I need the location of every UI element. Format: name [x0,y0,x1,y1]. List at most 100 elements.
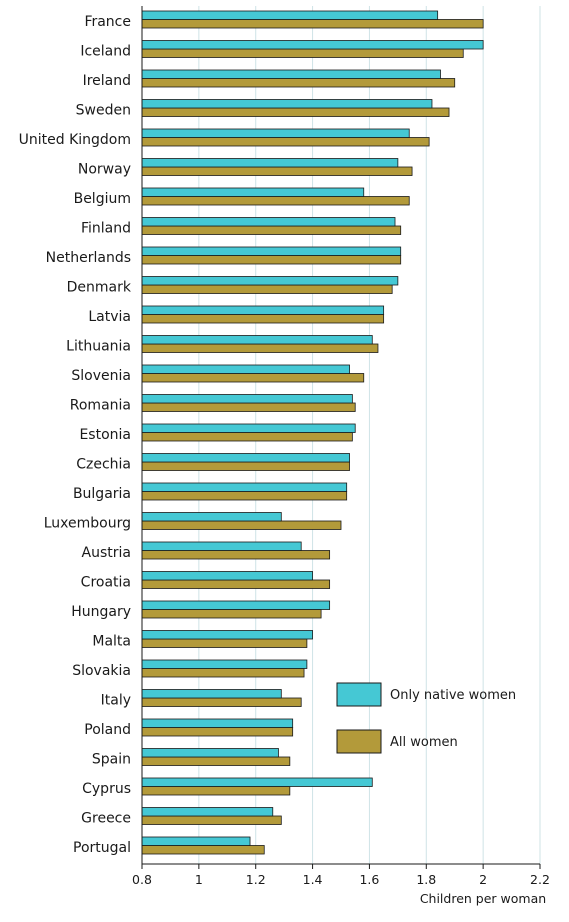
category-label: Netherlands [46,250,131,266]
bar-only-native-women [141,335,373,345]
bar-all-women [141,756,291,766]
bar-all-women [141,638,308,648]
bar-all-women [141,491,348,501]
bar-all-women [141,727,294,737]
bar-all-women [141,19,484,29]
category-label: Romania [70,398,131,414]
category-label: Hungary [71,604,131,620]
category-label: Portugal [73,840,131,856]
category-label: Lithuania [66,339,131,355]
category-label: Ireland [83,73,131,89]
x-tick-label: 2 [479,872,487,887]
category-label: Greece [81,811,131,827]
bar-only-native-women [141,364,350,374]
category-label: France [84,14,131,30]
bar-only-native-women [141,187,365,197]
bar-only-native-women [141,630,313,640]
bar-only-native-women [141,512,282,522]
bar-all-women [141,343,379,353]
x-axis-title: Children per woman [420,891,546,906]
bar-only-native-women [141,158,399,168]
bar-only-native-women [141,659,308,669]
bar-only-native-women [141,748,279,758]
legend-swatch [336,729,382,754]
legend: Only native women All women [336,682,516,754]
bar-only-native-women [141,689,282,699]
category-label: Iceland [80,44,131,60]
bar-all-women [141,166,413,176]
bar-all-women [141,402,356,412]
bar-all-women [141,107,450,117]
bar-only-native-women [141,246,402,256]
bar-only-native-women [141,217,396,227]
legend-swatch [336,682,382,707]
bar-all-women [141,314,385,324]
bar-all-women [141,461,350,471]
bar-all-women [141,48,464,58]
bar-only-native-women [141,69,441,79]
category-label: Italy [101,693,131,709]
bar-only-native-women [141,423,356,433]
bar-only-native-women [141,99,433,109]
category-label: Slovakia [72,663,131,679]
x-tick-label: 1.6 [359,872,379,887]
bar-all-women [141,520,342,530]
bar-only-native-women [141,600,331,610]
legend-label: All women [390,735,458,750]
bar-all-women [141,78,456,88]
category-labels: France Iceland Ireland Sweden United Kingdom… [19,14,132,856]
bar-all-women [141,255,402,265]
bar-only-native-women [141,482,348,492]
bar-only-native-women [141,571,313,581]
bar-all-women [141,225,402,235]
bar-all-women [141,815,282,825]
bar-only-native-women [141,305,385,315]
bar-only-native-women [141,777,373,787]
category-label: Sweden [76,103,131,119]
legend-label: Only native women [390,688,516,703]
bar-only-native-women [141,453,350,463]
bar-all-women [141,137,430,147]
bar-all-women [141,786,291,796]
bar-only-native-women [141,10,439,20]
bar-all-women [141,550,331,560]
category-label: Czechia [76,457,131,473]
category-label: United Kingdom [19,132,131,148]
category-label: Estonia [79,427,131,443]
bar-all-women [141,609,322,619]
category-label: Belgium [74,191,131,207]
category-label: Poland [84,722,131,738]
category-label: Finland [81,221,131,237]
category-label: Slovenia [71,368,131,384]
bar-all-women [141,432,353,442]
x-tick-label: 1.8 [416,872,436,887]
category-label: Austria [82,545,131,561]
bar-all-women [141,373,365,383]
bar-only-native-women [141,836,251,846]
category-label: Norway [78,162,131,178]
bar-all-women [141,579,331,589]
x-tick-label: 1.4 [303,872,323,887]
bar-only-native-women [141,394,353,404]
bar-all-women [141,284,393,294]
bar-all-women [141,845,265,855]
category-label: Malta [92,634,131,650]
bar-only-native-women [141,40,484,50]
bar-only-native-women [141,807,274,817]
x-tick-label: 0.8 [132,872,152,887]
bar-only-native-women [141,128,410,138]
category-label: Luxembourg [44,516,131,532]
x-tick-label: 1.2 [246,872,266,887]
x-tick-label: 2.2 [530,872,550,887]
category-label: Croatia [81,575,131,591]
x-axis: 0.8 1 1.2 1.4 1.6 1.8 2 2.2 [132,6,550,887]
bar-only-native-women [141,541,302,551]
bar-all-women [141,196,410,206]
bar-only-native-women [141,718,294,728]
bar-only-native-women [141,276,399,286]
category-label: Cyprus [82,781,131,797]
bar-all-women [141,697,302,707]
bar-all-women [141,668,305,678]
